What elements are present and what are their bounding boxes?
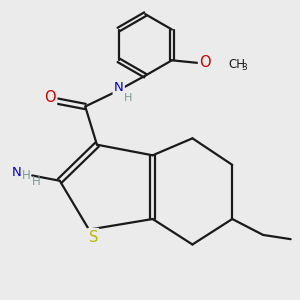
Text: S: S: [88, 230, 98, 244]
Text: H: H: [32, 175, 40, 188]
Text: O: O: [200, 56, 211, 70]
Text: N: N: [11, 166, 21, 179]
Text: CH: CH: [228, 58, 245, 70]
Text: 3: 3: [242, 63, 247, 72]
Text: H: H: [21, 169, 30, 182]
Text: O: O: [44, 90, 56, 105]
Text: H: H: [124, 93, 132, 103]
Text: N: N: [114, 81, 124, 94]
